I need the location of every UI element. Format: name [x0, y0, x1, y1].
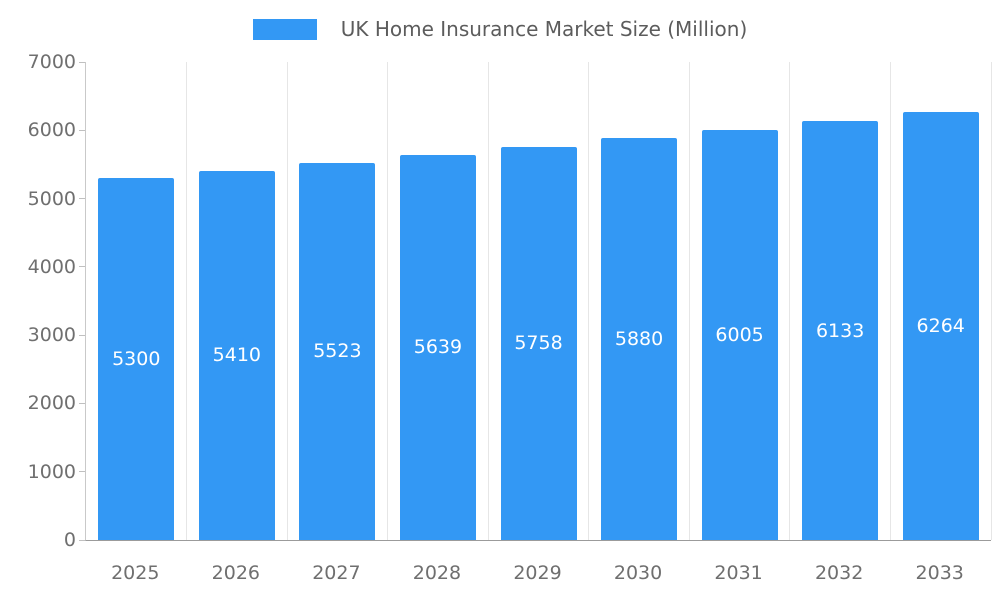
bar-2029: 5758: [500, 146, 577, 540]
x-tick-label: 2032: [814, 562, 864, 584]
x-tick-label: 2033: [915, 562, 964, 584]
bar-2026: 5410: [198, 170, 275, 540]
bar-value-label: 5880: [614, 328, 664, 351]
bar-value-label: 5639: [413, 336, 463, 359]
y-tick-mark: [79, 334, 85, 336]
gridline: [990, 62, 992, 540]
gridline: [789, 62, 791, 540]
gridline: [889, 62, 891, 540]
bar-2028: 5639: [399, 154, 476, 540]
y-tick-mark: [79, 471, 85, 473]
gridline: [688, 62, 690, 540]
x-tick-label: 2025: [111, 562, 160, 584]
y-tick-label: 4000: [27, 255, 76, 278]
bar-value-label: 5300: [112, 348, 161, 371]
bar-2031: 6005: [701, 129, 778, 540]
bar-value-label: 6133: [815, 319, 865, 342]
x-tick-label: 2027: [312, 562, 361, 584]
y-tick-label: 3000: [27, 324, 76, 347]
gridline: [487, 62, 489, 540]
y-tick-label: 7000: [27, 51, 76, 73]
y-axis: 0 1000 2000 3000 4000 5000 6000 7000: [0, 51, 85, 551]
gridline: [286, 62, 288, 540]
bar-value-label: 5758: [514, 332, 563, 355]
y-tick-label: 6000: [27, 119, 76, 142]
x-tick-label: 2026: [211, 562, 260, 584]
y-tick-label: 1000: [27, 460, 76, 483]
chart-title: UK Home Insurance Market Size (Million): [340, 17, 748, 41]
gridline: [387, 62, 389, 540]
gridline: [588, 62, 590, 540]
bar-2032: 6133: [802, 121, 879, 540]
y-tick-mark: [79, 402, 85, 404]
bar-2030: 5880: [601, 138, 678, 540]
bar-value-label: 6005: [715, 323, 764, 346]
bar-value-label: 5523: [313, 340, 362, 363]
x-tick-label: 2031: [714, 562, 763, 584]
x-tick-label: 2028: [412, 562, 462, 584]
legend: UK Home Insurance Market Size (Million): [0, 17, 1000, 41]
x-axis: 2025 2026 2027 2028 2029 2030 2031 2032 2033: [85, 562, 990, 592]
bar-2027: 5523: [299, 162, 376, 540]
y-tick-mark: [79, 539, 85, 541]
bar-2033: 6264: [902, 112, 979, 540]
y-tick-label: 0: [63, 529, 76, 551]
y-tick-mark: [79, 266, 85, 268]
y-tick-mark: [79, 129, 85, 131]
legend-swatch: [252, 18, 317, 40]
y-tick-mark: [79, 61, 85, 63]
plot-area: 5300 5410 5523 5639 5758 5880 6005 6133 6264: [79, 61, 992, 541]
bar-2025: 5300: [98, 178, 175, 540]
y-tick-label: 2000: [27, 392, 76, 415]
gridline: [186, 62, 188, 540]
y-tick-label: 5000: [27, 187, 76, 210]
bar-value-label: 5410: [212, 344, 261, 367]
x-tick-label: 2029: [513, 562, 562, 584]
bar-value-label: 6264: [916, 315, 965, 338]
x-tick-label: 2030: [613, 562, 663, 584]
y-tick-mark: [79, 198, 85, 200]
